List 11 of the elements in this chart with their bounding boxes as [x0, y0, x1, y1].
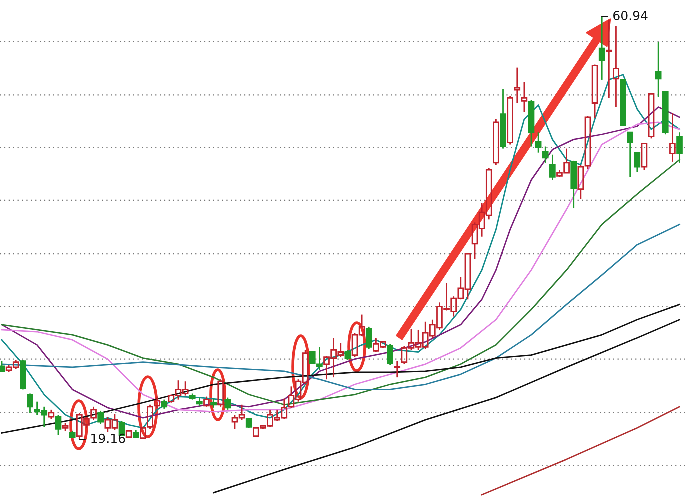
candlestick: [655, 42, 662, 98]
candlestick: [598, 16, 606, 81]
candlestick: [676, 132, 683, 164]
candlestick: [535, 132, 542, 154]
candlestick: [521, 81, 528, 114]
annotation: 19.16: [92, 434, 126, 444]
candlestick: [606, 20, 612, 99]
candlestick: [670, 112, 676, 163]
candlestick: [613, 26, 620, 108]
annotation: 60.94: [614, 10, 648, 20]
candlestick: [514, 67, 521, 104]
